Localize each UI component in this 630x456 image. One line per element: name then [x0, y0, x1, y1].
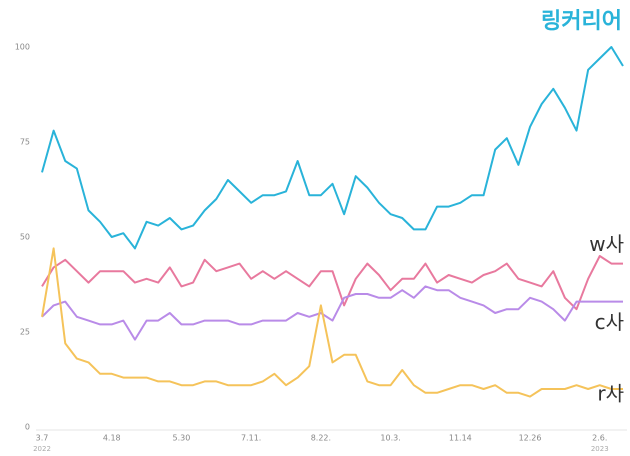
series-label: r사 — [597, 382, 624, 406]
x-tick-label: 8.22. — [311, 434, 331, 443]
y-tick-label: 50 — [20, 233, 30, 242]
year-label: 2022 — [33, 445, 51, 453]
series-label: w사 — [589, 232, 624, 256]
series-line — [41, 46, 624, 250]
x-tick-label: 7.11. — [241, 434, 261, 443]
y-tick-label: 0 — [25, 423, 30, 432]
x-tick-label: 2.6. — [592, 434, 607, 443]
x-tick-label: 11.14 — [449, 434, 472, 443]
x-tick-label: 3.7 — [36, 434, 49, 443]
series-label: c사 — [595, 310, 624, 334]
series-line — [41, 247, 623, 398]
brand-name: 링커리어 — [541, 9, 622, 34]
x-tick-label: 12.26 — [519, 434, 542, 443]
y-tick-label: 25 — [20, 328, 30, 337]
series-line — [41, 285, 623, 341]
x-tick-label: 4.18 — [103, 434, 121, 443]
x-tick-label: 5.30 — [173, 434, 191, 443]
y-tick-label: 100 — [15, 43, 30, 52]
series-line — [41, 255, 623, 311]
x-tick-label: 10.3. — [380, 434, 400, 443]
year-label: 2023 — [591, 445, 609, 453]
y-tick-label: 75 — [20, 138, 30, 147]
